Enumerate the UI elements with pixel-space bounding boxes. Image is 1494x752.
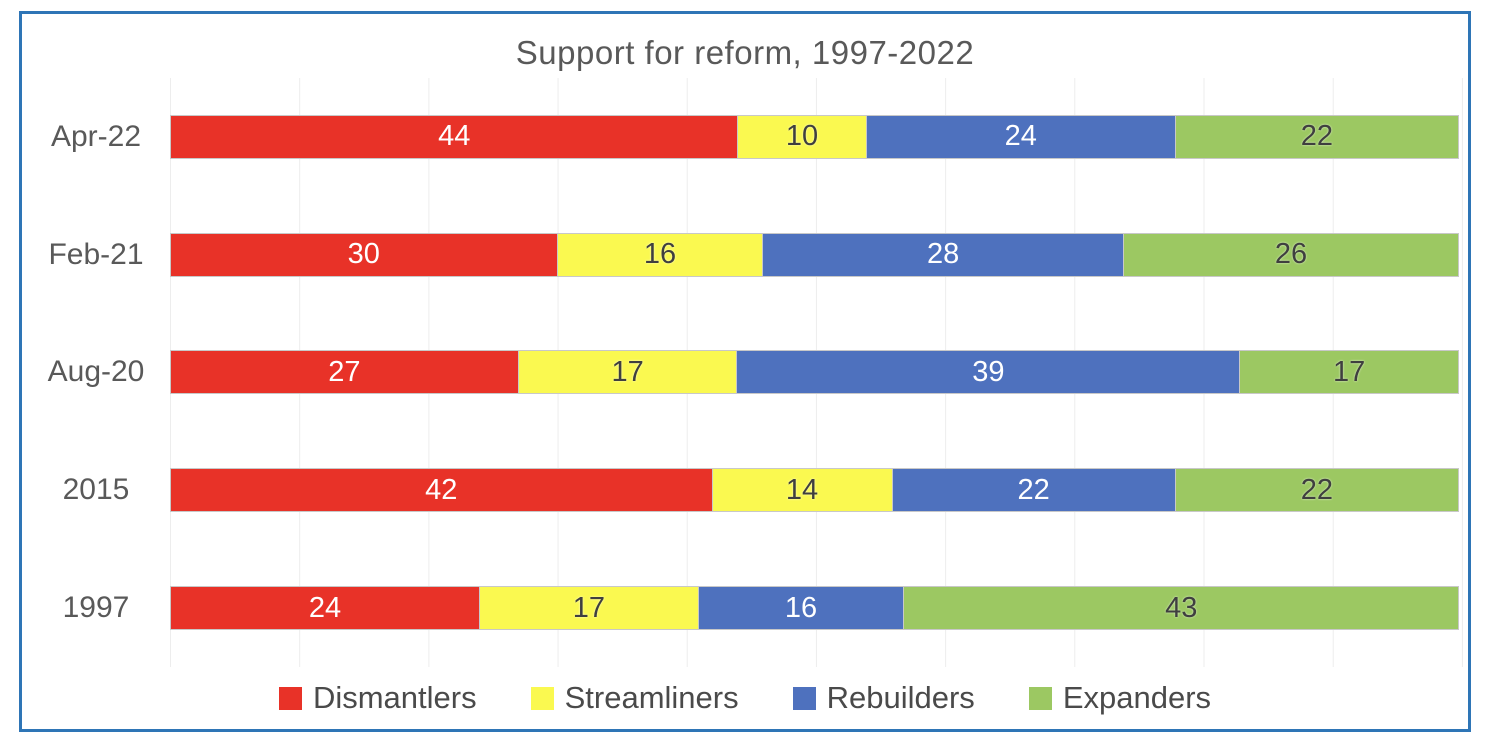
bar-segment-streamliners: 14 [711, 468, 893, 513]
bar-row: Apr-22 44 10 24 22 [22, 78, 1468, 196]
legend-label: Streamliners [564, 680, 739, 715]
bar-track: 42 14 22 22 [170, 431, 1463, 550]
bar-segment-expanders: 26 [1123, 232, 1459, 277]
legend: Dismantlers Streamliners Rebuilders Expande… [22, 667, 1468, 729]
bar-row: 1997 24 17 16 43 [22, 549, 1468, 667]
category-label: Feb-21 [48, 237, 144, 271]
bar-segment-dismantlers: 44 [170, 114, 739, 159]
legend-item-rebuilders: Rebuilders [792, 680, 975, 716]
stacked-bar: 30 16 28 26 [170, 232, 1462, 277]
category-label: 1997 [62, 591, 130, 625]
legend-label: Dismantlers [312, 680, 477, 715]
bar-track: 30 16 28 26 [170, 195, 1463, 314]
chart-title: Support for reform, 1997-2022 [515, 34, 975, 71]
bar-segment-rebuilders: 22 [891, 468, 1176, 513]
chart-frame: Support for reform, 1997-2022 Apr-22 44 10… [19, 11, 1471, 732]
bar-segment-streamliners: 10 [737, 114, 867, 159]
bar-segment-expanders: 17 [1239, 350, 1459, 395]
legend-item-dismantlers: Dismantlers [278, 680, 477, 716]
bar-segment-dismantlers: 42 [170, 468, 713, 513]
bar-row: Aug-20 27 17 39 17 [22, 313, 1468, 432]
bar-track: 24 17 16 43 [170, 549, 1463, 667]
bar-segment-rebuilders: 16 [697, 586, 905, 631]
plot-area: Apr-22 44 10 24 22 Feb-21 30 16 28 26 Aug-20 27 17 39… [22, 78, 1468, 667]
legend-item-expanders: Expanders [1028, 680, 1212, 716]
bar-segment-rebuilders: 28 [762, 232, 1125, 277]
bar-segment-expanders: 22 [1174, 114, 1459, 159]
stacked-bar: 44 10 24 22 [170, 114, 1462, 159]
bar-segment-dismantlers: 24 [170, 586, 481, 631]
category-label: Aug-20 [47, 355, 145, 389]
legend-swatch-icon [278, 686, 302, 710]
legend-swatch-icon [530, 686, 554, 710]
bar-segment-dismantlers: 30 [170, 232, 558, 277]
bar-row: Feb-21 30 16 28 26 [22, 195, 1468, 314]
legend-swatch-icon [1028, 686, 1052, 710]
legend-item-streamliners: Streamliners [530, 680, 739, 716]
category-label: 2015 [62, 473, 130, 507]
bar-row: 2015 42 14 22 22 [22, 431, 1468, 550]
bar-segment-expanders: 43 [903, 586, 1459, 631]
legend-swatch-icon [792, 686, 816, 710]
bar-segment-expanders: 22 [1174, 468, 1459, 513]
bar-segment-streamliners: 17 [517, 350, 738, 395]
bar-segment-rebuilders: 24 [865, 114, 1176, 159]
stacked-bar: 24 17 16 43 [170, 586, 1462, 631]
bar-track: 44 10 24 22 [170, 78, 1463, 196]
category-label: Apr-22 [50, 119, 142, 153]
stacked-bar: 42 14 22 22 [170, 468, 1462, 513]
bar-segment-dismantlers: 27 [170, 350, 519, 395]
bar-segment-streamliners: 16 [556, 232, 764, 277]
stacked-bar: 27 17 39 17 [170, 350, 1462, 395]
legend-label: Expanders [1062, 680, 1212, 715]
bar-track: 27 17 39 17 [170, 313, 1463, 432]
bar-segment-rebuilders: 39 [736, 350, 1241, 395]
bar-segment-streamliners: 17 [479, 586, 699, 631]
legend-label: Rebuilders [826, 680, 975, 715]
